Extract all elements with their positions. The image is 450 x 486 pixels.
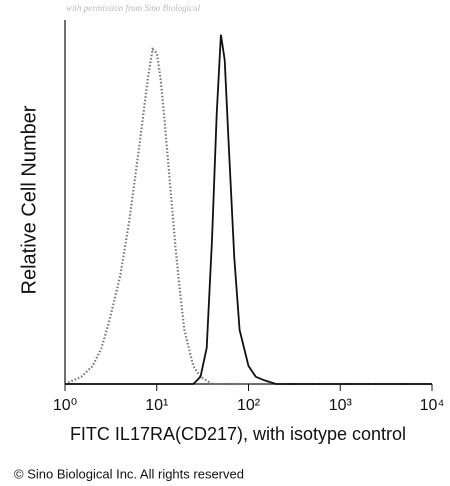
y-axis-label: Relative Cell Number — [18, 105, 40, 294]
watermark: with permission from Sino Biological — [66, 3, 201, 13]
x-tick-label: 10⁴ — [420, 397, 445, 414]
x-tick-label: 10⁰ — [53, 397, 77, 414]
x-tick-label: 10¹ — [145, 397, 168, 414]
x-axis-label: FITC IL17RA(CD217), with isotype control — [70, 424, 406, 444]
x-tick-label: 10³ — [329, 397, 353, 414]
series-line — [65, 34, 432, 385]
x-tick-label: 10² — [237, 397, 261, 414]
footer: © Sino Biological Inc. All rights reserv… — [14, 466, 244, 481]
series-line — [64, 47, 432, 386]
